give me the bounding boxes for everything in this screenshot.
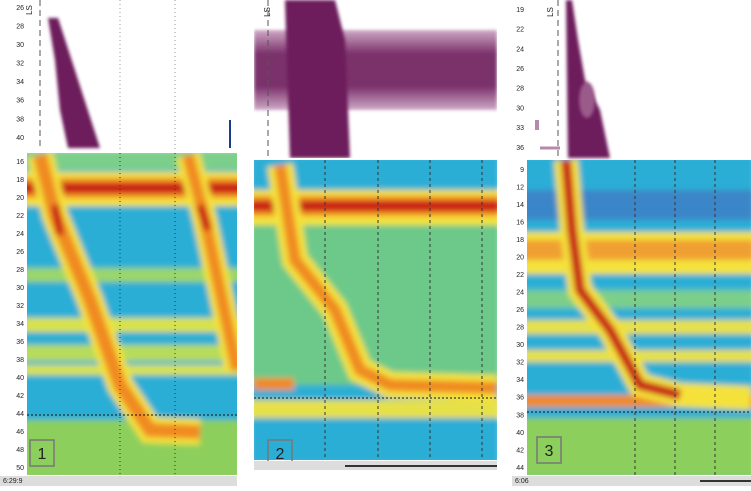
- position-tick-label: 30: [516, 105, 524, 112]
- panel-3-top: [527, 0, 751, 158]
- position-tick-label: 24: [16, 231, 24, 238]
- position-tick-label: 18: [16, 177, 24, 184]
- position-tick-label: 28: [516, 325, 524, 332]
- panel-number: 1: [38, 446, 47, 463]
- position-tick-label: 48: [16, 447, 24, 454]
- panel-1-top: [27, 0, 237, 150]
- position-tick-label: 22: [516, 27, 524, 34]
- position-tick-label: 33: [516, 125, 524, 132]
- position-tick-label: 50: [16, 465, 24, 472]
- position-tick-label: 36: [516, 395, 524, 402]
- position-tick-label: 26: [16, 249, 24, 256]
- position-tick-label: 34: [16, 321, 24, 328]
- position-tick-label: 40: [16, 375, 24, 382]
- position-tick-label: 28: [516, 86, 524, 93]
- panel-number: 2: [276, 446, 285, 463]
- marker-label: LS: [263, 7, 272, 17]
- position-tick-label: 32: [16, 61, 24, 68]
- position-tick-label: 9: [520, 167, 524, 174]
- position-tick-label: 36: [16, 98, 24, 105]
- panel-1-label-box: [29, 439, 55, 467]
- position-tick-label: 46: [16, 429, 24, 436]
- marker-label: LS: [546, 7, 555, 17]
- position-tick-label: 24: [516, 290, 524, 297]
- position-tick-label: 26: [16, 5, 24, 12]
- panel-1-heatmap: [27, 153, 237, 475]
- position-tick-label: 26: [516, 307, 524, 314]
- position-tick-label: 26: [516, 66, 524, 73]
- panel-2-top: [254, 0, 497, 158]
- panel-3-label-box: [536, 436, 562, 464]
- position-tick-label: 42: [16, 393, 24, 400]
- panel-2-heatmap: [254, 160, 497, 460]
- position-tick-label: 30: [16, 285, 24, 292]
- position-tick-label: 36: [516, 145, 524, 152]
- position-tick-label: 38: [16, 357, 24, 364]
- position-tick-label: 40: [16, 135, 24, 142]
- position-tick-label: 18: [516, 237, 524, 244]
- position-tick-label: 24: [516, 46, 524, 53]
- position-tick-label: 16: [16, 159, 24, 166]
- position-tick-label: 34: [516, 377, 524, 384]
- position-tick-label: 20: [516, 254, 524, 261]
- panel-number: 3: [545, 443, 554, 460]
- position-tick-label: 44: [16, 411, 24, 418]
- position-tick-label: 34: [16, 79, 24, 86]
- position-tick-label: 30: [516, 342, 524, 349]
- position-tick-label: 38: [16, 116, 24, 123]
- position-tick-label: 38: [516, 412, 524, 419]
- position-tick-label: 28: [16, 267, 24, 274]
- position-tick-label: 32: [16, 303, 24, 310]
- position-tick-label: 28: [16, 23, 24, 30]
- timestamp: 6:29:9: [3, 478, 23, 485]
- position-tick-label: 22: [516, 272, 524, 279]
- marker-label: LS: [25, 5, 34, 15]
- position-tick-label: 19: [516, 7, 524, 14]
- position-tick-label: 36: [16, 339, 24, 346]
- position-tick-label: 40: [516, 430, 524, 437]
- position-tick-label: 30: [16, 42, 24, 49]
- position-tick-label: 22: [16, 213, 24, 220]
- position-tick-label: 12: [516, 184, 524, 191]
- position-tick-label: 14: [516, 202, 524, 209]
- timestamp: 6:06: [515, 478, 529, 485]
- position-tick-label: 42: [516, 447, 524, 454]
- position-tick-label: 20: [16, 195, 24, 202]
- panel-3-heatmap: [527, 160, 751, 475]
- position-tick-label: 44: [516, 465, 524, 472]
- position-tick-label: 16: [516, 219, 524, 226]
- position-tick-label: 32: [516, 360, 524, 367]
